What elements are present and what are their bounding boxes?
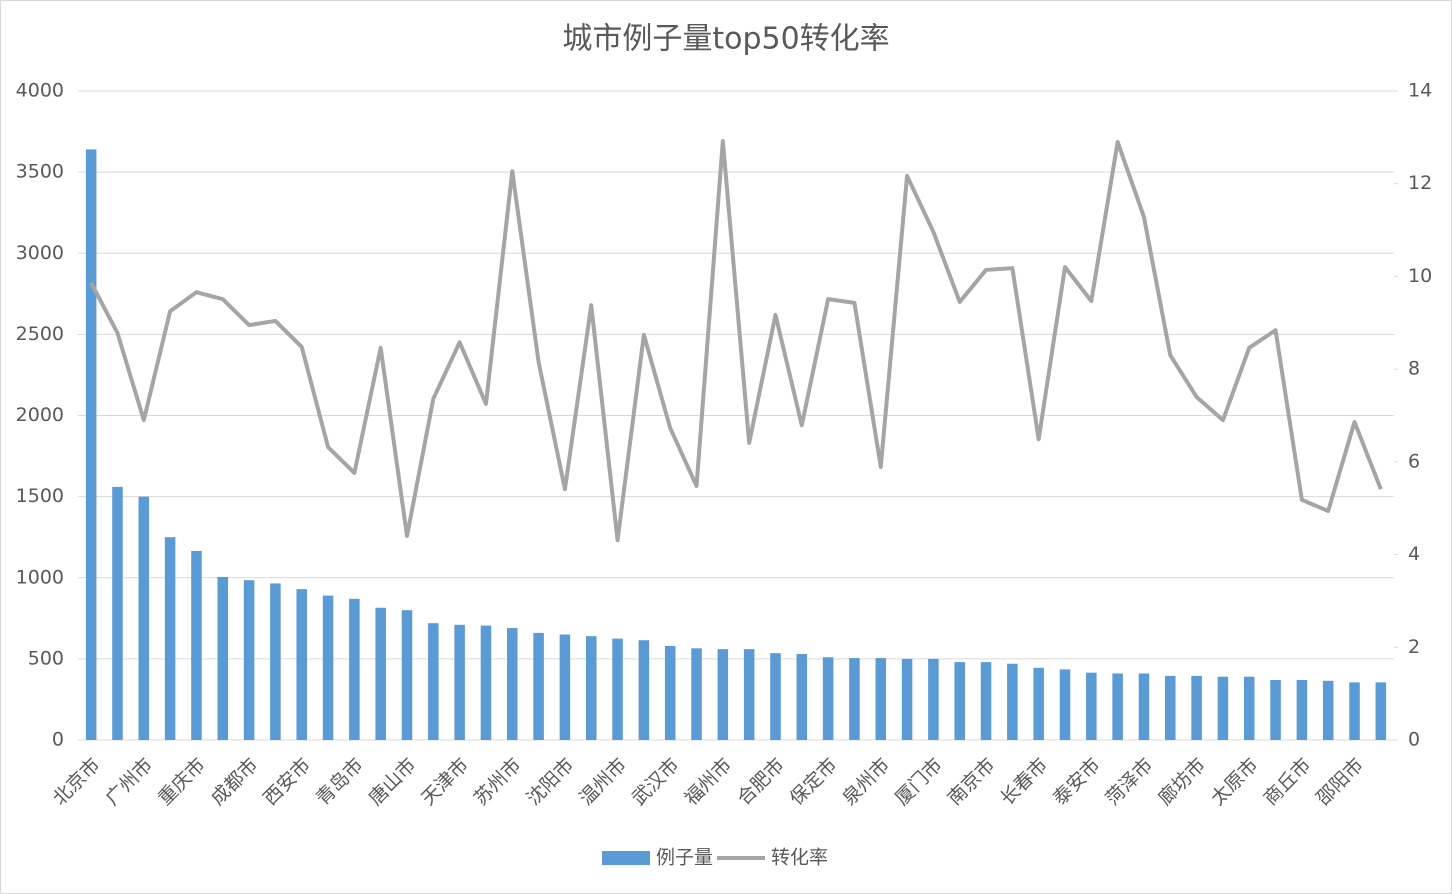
bar [1322,680,1334,740]
bar [1375,682,1387,740]
y-tick-label: 1000 [16,566,64,588]
bar [1086,672,1097,740]
bar [585,636,597,740]
legend-label: 转化率 [771,847,828,869]
bar [1059,669,1071,740]
y2-tick-label: 10 [1408,265,1432,287]
y2-tick-label: 14 [1408,80,1432,102]
y2-tick-label: 6 [1408,450,1420,472]
y-tick-label: 1500 [16,485,64,507]
bar [401,610,413,740]
y-tick-label: 2000 [16,404,64,426]
legend-swatch [602,851,650,865]
bar [296,589,307,740]
bar [217,576,229,740]
bar [743,649,755,740]
y-tick-label: 3000 [16,242,64,264]
y2-tick-label: 2 [1408,636,1420,658]
bar [322,595,334,740]
bar [349,598,360,740]
bar [243,580,255,740]
y2-tick-label: 12 [1408,172,1432,194]
bar [770,653,781,740]
bar [612,638,623,740]
bar [428,623,439,740]
bar [1112,673,1123,740]
bar [533,632,544,740]
bar [796,654,808,740]
bar [849,658,860,740]
y-tick-label: 2500 [16,323,64,345]
line [89,139,1383,543]
bar [691,648,702,740]
bar [822,657,834,740]
y-tick-label: 3500 [16,161,64,183]
bar [480,625,492,740]
bar [85,149,97,740]
bar [980,662,992,740]
bar [1165,675,1176,740]
bar [507,628,518,740]
bar [1349,682,1360,740]
bar [164,537,176,740]
bar [638,640,650,740]
bar [928,658,939,740]
bar [954,662,965,740]
bar [1243,676,1255,740]
bar [138,496,150,740]
bar [191,550,202,740]
legend-label: 例子量 [656,847,713,869]
bar [1191,675,1202,740]
bar [112,486,123,740]
bar [1138,673,1150,740]
bar [559,634,571,740]
chart-title: 城市例子量top50转化率 [562,22,889,57]
bar [375,607,386,740]
bar [901,658,913,740]
bar [717,649,729,740]
bar [1270,679,1281,740]
bar [1296,679,1308,740]
bar [875,658,887,740]
bar [1033,667,1044,740]
y2-tick-label: 4 [1408,543,1420,565]
bar [664,645,676,740]
y-tick-label: 0 [52,729,64,751]
y2-tick-label: 8 [1408,358,1420,380]
bar [270,583,281,740]
bar [1007,663,1018,740]
bar [1217,676,1229,740]
y2-tick-label: 0 [1408,729,1420,751]
y-tick-label: 4000 [16,80,64,102]
y-tick-label: 500 [28,647,64,669]
bar [454,624,465,740]
